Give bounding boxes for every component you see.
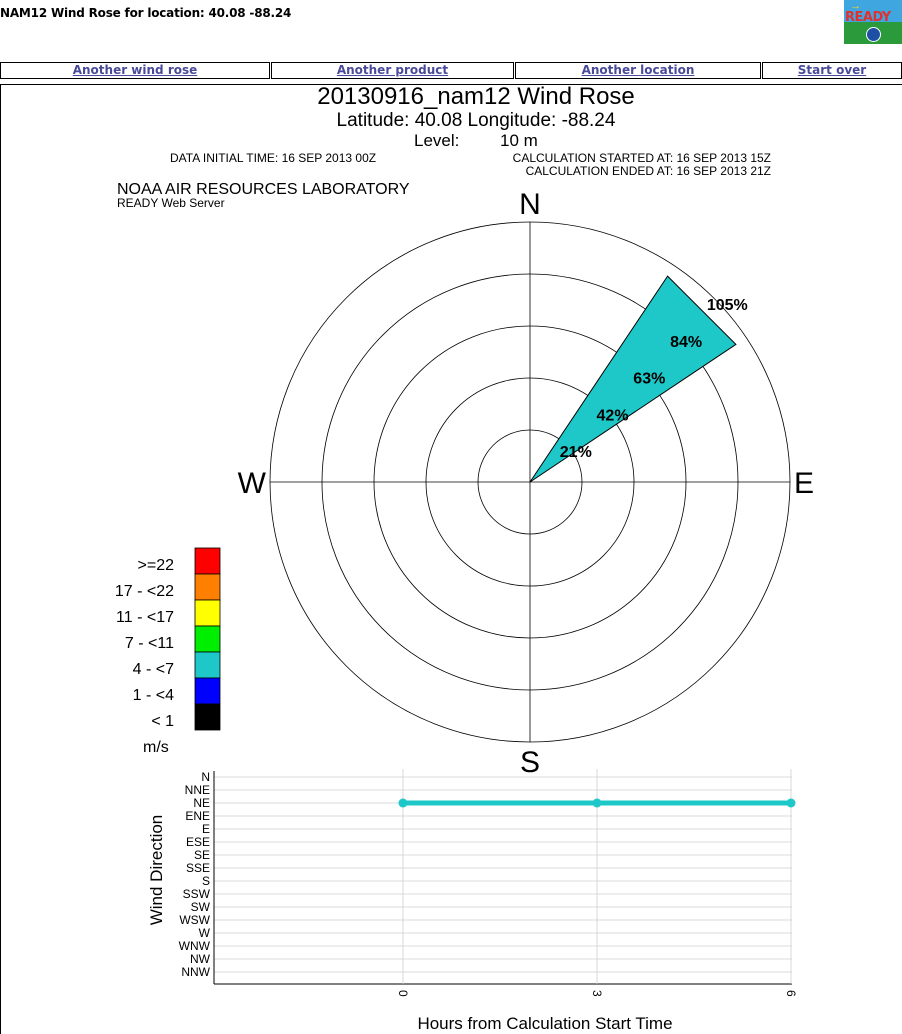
dir-tick-e: E [202, 822, 210, 836]
speed-legend: >=22 17 - <22 11 - <17 7 - <11 4 - <7 1 - <4 <… [115, 547, 221, 756]
legend-label: 4 - <7 [133, 661, 174, 678]
compass-w: W [238, 467, 267, 500]
legend-label: 1 - <4 [133, 687, 174, 704]
dir-tick-wsw: WSW [179, 913, 210, 927]
data-initial-time: DATA INITIAL TIME: 16 SEP 2013 00Z [170, 151, 376, 165]
nav-cell-product: Another product [271, 62, 514, 79]
level-label: Level: [414, 131, 459, 150]
ready-logo[interactable]: → READY [844, 0, 902, 44]
dir-tick-ssw: SSW [183, 887, 211, 901]
arrow-icon: → [850, 0, 861, 12]
dir-tick-nw: NW [190, 952, 211, 966]
legend-swatch [194, 599, 221, 627]
level-value: 10 m [500, 131, 538, 150]
rose-plot: N S E W 21% 42% 63% 84% 105% [238, 188, 814, 779]
start-over-link[interactable]: Start over [797, 63, 867, 77]
legend-swatch [194, 677, 221, 705]
page-title: NAM12 Wind Rose for location: 40.08 -88.… [0, 6, 292, 20]
chart-frame [0, 84, 902, 1034]
logo-text: READY [845, 10, 891, 25]
direction-point [786, 798, 796, 808]
ring-label: 42% [597, 407, 629, 424]
dir-tick-ese: ESE [186, 835, 210, 849]
another-location-link[interactable]: Another location [581, 63, 695, 77]
dir-tick-s: S [202, 874, 210, 888]
hour-tick-3: 3 [590, 990, 604, 997]
dir-xlabel: Hours from Calculation Start Time [417, 1014, 672, 1033]
ring-label: 21% [560, 444, 592, 461]
noaa-seal-icon [866, 27, 881, 42]
legend-swatch [194, 573, 221, 601]
compass-e: E [794, 467, 814, 500]
dir-ylabel: Wind Direction [147, 815, 166, 926]
another-wind-rose-link[interactable]: Another wind rose [72, 63, 198, 77]
legend-label: 17 - <22 [115, 583, 174, 600]
nav-bar: Another wind rose Another product Anothe… [0, 62, 902, 82]
dir-tick-wnw: WNW [179, 939, 211, 953]
chart-subtitle: Latitude: 40.08 Longitude: -88.24 [337, 110, 616, 131]
legend-swatch [194, 703, 221, 731]
dir-tick-ne: NE [193, 796, 210, 810]
calc-started: CALCULATION STARTED AT: 16 SEP 2013 15Z [513, 151, 771, 165]
dir-tick-se: SE [194, 848, 210, 862]
ring-label: 105% [707, 297, 748, 314]
legend-label: 7 - <11 [125, 635, 174, 652]
ring-label: 84% [670, 334, 702, 351]
compass-n: N [519, 188, 541, 221]
dir-tick-sse: SSE [186, 861, 210, 875]
dir-tick-sw: SW [191, 900, 211, 914]
compass-s: S [520, 746, 540, 779]
direction-point [398, 798, 408, 808]
dir-tick-n: N [201, 770, 210, 784]
dir-tick-w: W [199, 926, 211, 940]
legend-label: >=22 [138, 557, 175, 574]
legend-unit: m/s [143, 739, 169, 756]
another-product-link[interactable]: Another product [336, 63, 449, 77]
dir-tick-ene: ENE [185, 809, 210, 823]
legend-label: < 1 [151, 713, 174, 730]
dir-tick-nne: NNE [185, 783, 210, 797]
server-name: READY Web Server [117, 196, 225, 210]
legend-label: 11 - <17 [116, 609, 174, 626]
legend-swatch [194, 651, 221, 679]
ring-label: 63% [633, 371, 665, 388]
chart-title: 20130916_nam12 Wind Rose [317, 83, 635, 110]
logo-sky [844, 0, 902, 22]
org-name: NOAA AIR RESOURCES LABORATORY [117, 181, 410, 198]
nav-cell-wind-rose: Another wind rose [0, 62, 270, 79]
legend-swatch [194, 625, 221, 653]
dir-tick-nnw: NNW [181, 965, 210, 979]
direction-point [592, 798, 602, 808]
hour-tick-6: 6 [784, 990, 798, 997]
hour-tick-0: 0 [396, 990, 410, 997]
rose-petal-ne-0 [529, 275, 737, 483]
calc-ended: CALCULATION ENDED AT: 16 SEP 2013 21Z [526, 164, 771, 178]
nav-cell-location: Another location [515, 62, 761, 79]
legend-swatch [194, 547, 221, 575]
